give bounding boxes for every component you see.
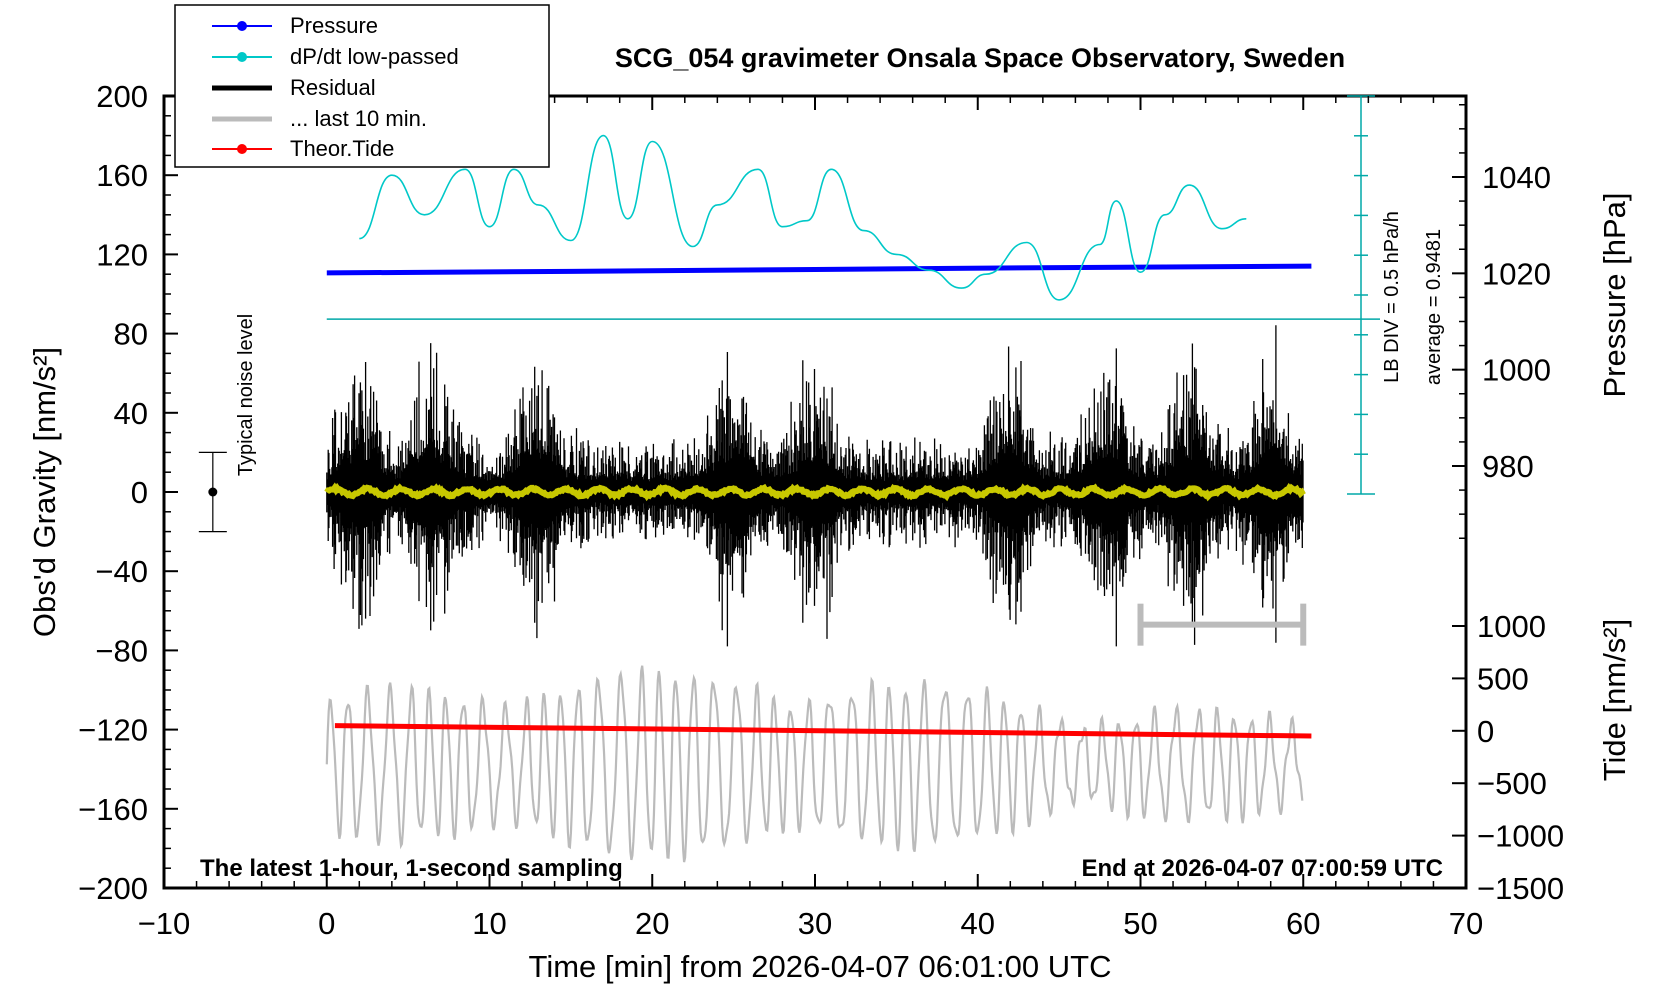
legend-label-theor-tide: Theor.Tide (290, 136, 394, 161)
tide-tick-label: −500 (1477, 766, 1547, 801)
annotation-sampling: The latest 1-hour, 1-second sampling (200, 855, 623, 882)
tide-tick-label: −1000 (1477, 819, 1564, 854)
dpdt-line (359, 134, 1247, 301)
y-tick-label: 80 (114, 317, 148, 352)
legend-label-last10: ... last 10 min. (290, 106, 427, 131)
residual-series (326, 325, 1304, 647)
y-tick-label: 200 (96, 79, 148, 114)
pressure-series (326, 95, 1380, 495)
legend-label-residual: Residual (290, 75, 376, 100)
x-tick-label: 0 (318, 906, 335, 941)
y-axis-label-pressure: Pressure [hPa] (1597, 192, 1632, 397)
pressure-tick-label: 1040 (1482, 160, 1551, 195)
y-tick-label: 0 (131, 475, 148, 510)
tide-tick-label: 1000 (1477, 609, 1546, 644)
x-tick-label: 70 (1449, 906, 1483, 941)
pressure-tick-label: 980 (1482, 449, 1534, 484)
x-tick-label: 50 (1123, 906, 1157, 941)
x-axis-label: Time [min] from 2026-04-07 06:01:00 UTC (529, 949, 1112, 984)
theor-tide-series (334, 723, 1312, 739)
x-tick-label: 10 (472, 906, 506, 941)
y-tick-label: 40 (114, 396, 148, 431)
pressure-tick-label: 1000 (1482, 353, 1551, 388)
x-tick-label: 30 (798, 906, 832, 941)
grey-oscillation-series (325, 665, 1304, 863)
y-tick-label: −200 (78, 871, 148, 906)
residual-line (326, 325, 1304, 647)
y-tick-label: −160 (78, 792, 148, 827)
legend: Pressure dP/dt low-passed Residual ... l… (174, 4, 550, 168)
axes: −10 0 10 20 30 40 50 60 7020016012080400−40−80−1… (78, 79, 1564, 941)
chart-title: SCG_054 gravimeter Onsala Space Observat… (615, 43, 1345, 73)
x-tick-label: −10 (138, 906, 191, 941)
theor-tide-line (334, 723, 1312, 739)
grey-oscillation-line (325, 665, 1304, 863)
pressure-tick-label: 1020 (1482, 256, 1551, 291)
tide-tick-label: 500 (1477, 661, 1529, 696)
legend-item-theor-tide: Theor.Tide (212, 136, 394, 161)
y-axis-label-left: Obs'd Gravity [nm/s²] (27, 347, 62, 637)
y-tick-label: −120 (78, 713, 148, 748)
annotation-average: average = 0.9481 (1423, 229, 1445, 385)
legend-item-dpdt: dP/dt low-passed (212, 44, 459, 69)
legend-item-residual: Residual (212, 75, 376, 100)
annotation-noise-level: Typical noise level (235, 314, 257, 476)
annotation-lb-div: LB DIV = 0.5 hPa/h (1381, 211, 1403, 383)
legend-item-pressure: Pressure (212, 13, 378, 38)
legend-label-dpdt: dP/dt low-passed (290, 44, 459, 69)
annotation-end-time: End at 2026-04-07 07:00:59 UTC (1082, 855, 1444, 882)
y-axis-label-tide: Tide [nm/s²] (1597, 619, 1632, 782)
y-tick-label: −80 (95, 633, 148, 668)
tide-tick-label: 0 (1477, 714, 1494, 749)
tide-tick-label: −1500 (1477, 871, 1564, 906)
x-tick-label: 20 (635, 906, 669, 941)
noise-bar-center (208, 487, 218, 497)
x-tick-label: 60 (1286, 906, 1320, 941)
y-tick-label: 120 (96, 237, 148, 272)
legend-label-pressure: Pressure (290, 13, 378, 38)
residual-smoothed-series (324, 482, 1306, 502)
legend-item-last10: ... last 10 min. (212, 106, 427, 131)
pressure-line (326, 263, 1312, 276)
y-tick-label: 160 (96, 158, 148, 193)
x-tick-label: 40 (961, 906, 995, 941)
residual-smoothed-line (324, 482, 1306, 502)
annotation-bars (198, 451, 1307, 646)
y-tick-label: −40 (95, 554, 148, 589)
